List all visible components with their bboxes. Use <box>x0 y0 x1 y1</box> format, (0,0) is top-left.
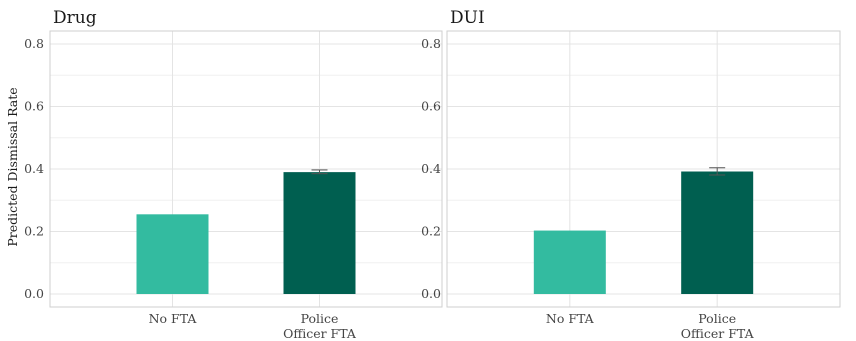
bar-police-officer-fta <box>681 171 754 294</box>
bar-no-fta <box>533 230 606 294</box>
panel-border <box>49 30 443 308</box>
y-tick-label: 0.8 <box>24 36 44 51</box>
y-tick-label: 0.2 <box>421 224 441 239</box>
panel-border <box>446 30 841 308</box>
bar-police-officer-fta <box>283 172 356 294</box>
y-tick-label: 0.0 <box>421 286 441 301</box>
panel-title-1: DUI <box>450 8 485 28</box>
y-tick-label: 0.8 <box>421 36 441 51</box>
x-tick-label: Police Officer FTA <box>283 311 357 341</box>
y-tick-label: 0.6 <box>421 99 441 114</box>
x-tick-label: No FTA <box>546 311 595 326</box>
y-tick-label: 0.6 <box>24 99 44 114</box>
bar-no-fta <box>136 214 209 294</box>
panel-title-0: Drug <box>53 8 97 28</box>
y-tick-label: 0.0 <box>24 286 44 301</box>
y-tick-label: 0.4 <box>421 161 441 176</box>
x-tick-label: Police Officer FTA <box>681 311 755 341</box>
y-tick-label: 0.2 <box>24 224 44 239</box>
x-tick-label: No FTA <box>149 311 198 326</box>
y-axis-label: Predicted Dismissal Rate <box>5 87 20 246</box>
y-tick-label: 0.4 <box>24 161 44 176</box>
